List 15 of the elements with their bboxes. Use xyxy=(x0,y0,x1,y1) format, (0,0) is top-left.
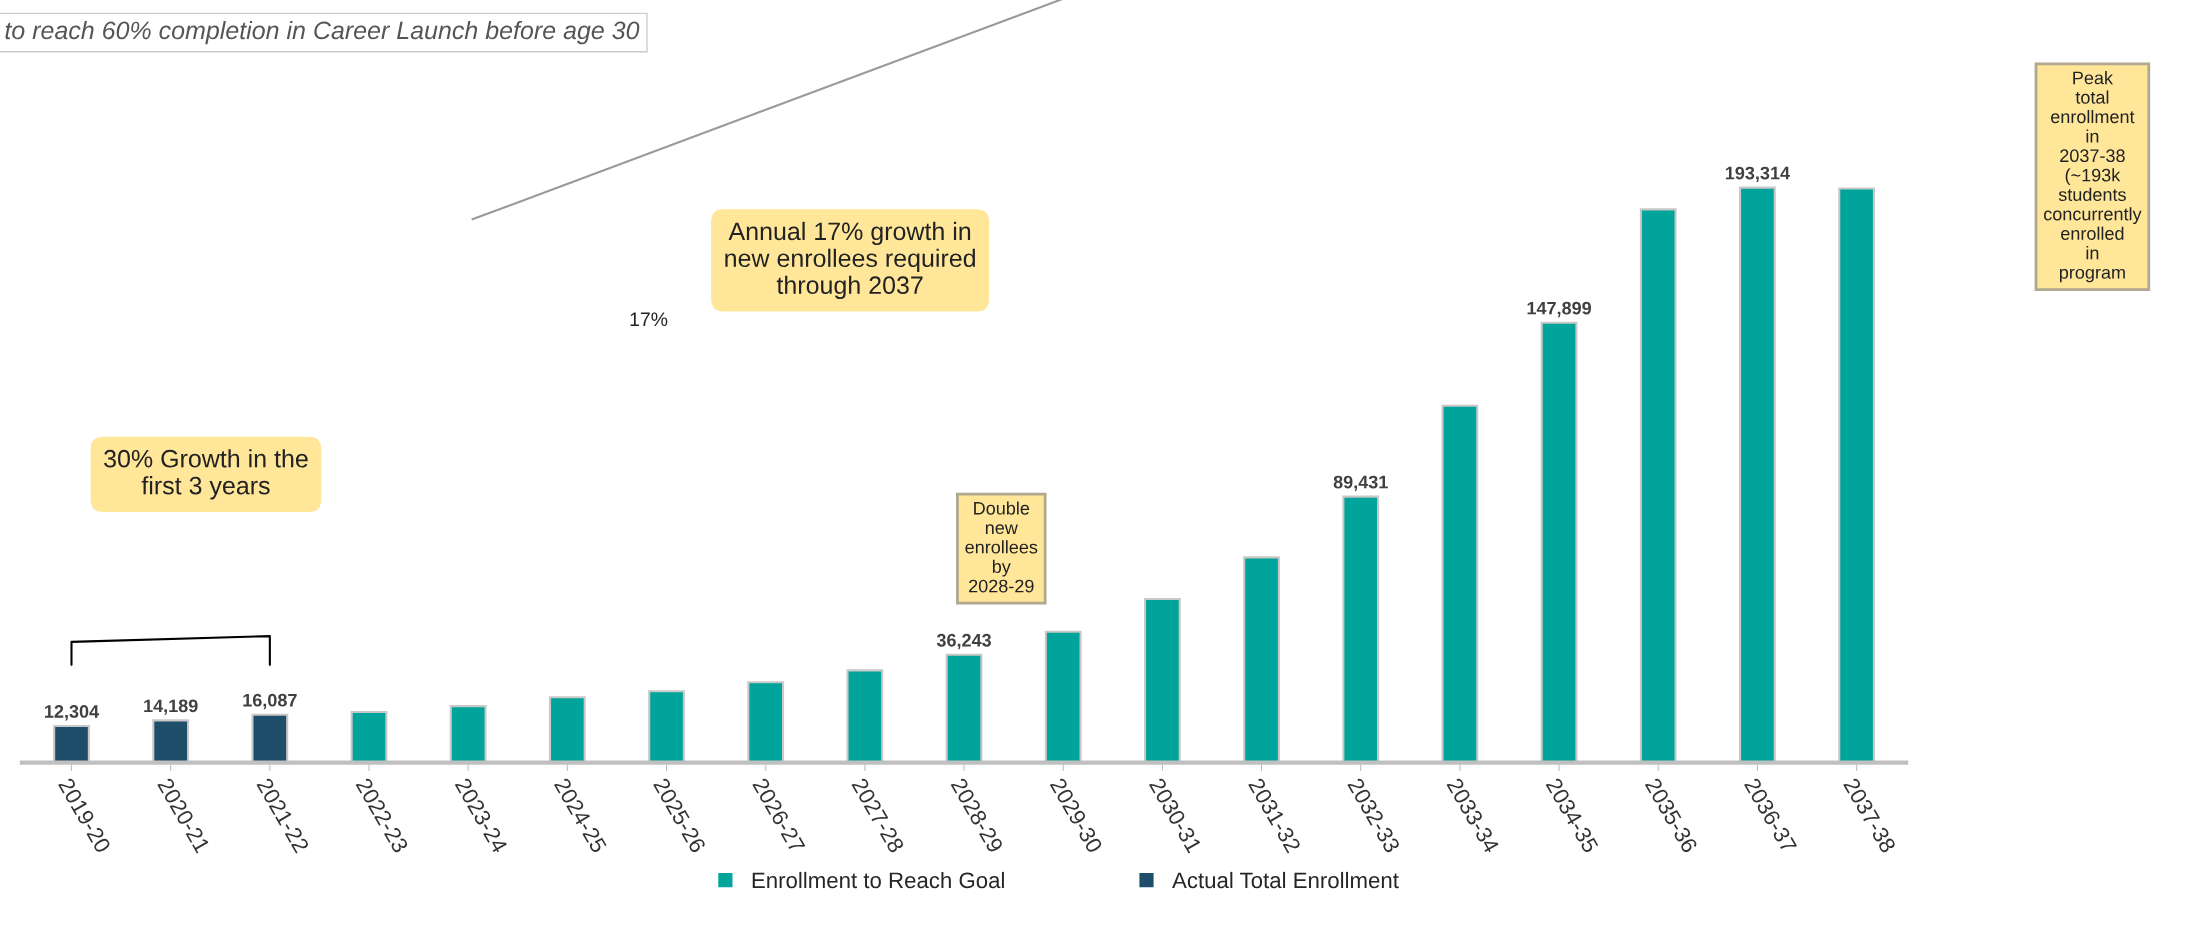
annotation: 17% xyxy=(630,312,668,326)
annotation: Double new enrollees by 2028-29 xyxy=(965,501,1038,593)
data-label: 14,189 xyxy=(144,699,198,715)
chart-title: to reach 60% completion in Career Launch before age 30 xyxy=(5,20,640,45)
data-label: 36,243 xyxy=(936,633,991,650)
data-label: 12,304 xyxy=(45,705,100,721)
legend-label: Actual Total Enrollment xyxy=(1172,871,1399,889)
data-label: 193,314 xyxy=(1725,166,1790,183)
data-label: 16,087 xyxy=(243,693,297,710)
data-label: 147,899 xyxy=(1527,301,1592,318)
legend-label: Enrollment to Reach Goal xyxy=(752,871,1004,889)
text: Peak total enrollment in 2037-38 (~193k students concurrently enrolled in program xyxy=(2044,71,2142,283)
annotation: Annual 17% growth in new enrollees required through 2037 xyxy=(725,221,975,299)
annotation: 30% Growth in the first 3 years xyxy=(104,449,308,500)
data-label: 89,431 xyxy=(1333,475,1388,492)
